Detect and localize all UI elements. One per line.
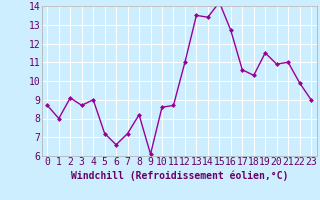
- X-axis label: Windchill (Refroidissement éolien,°C): Windchill (Refroidissement éolien,°C): [70, 170, 288, 181]
